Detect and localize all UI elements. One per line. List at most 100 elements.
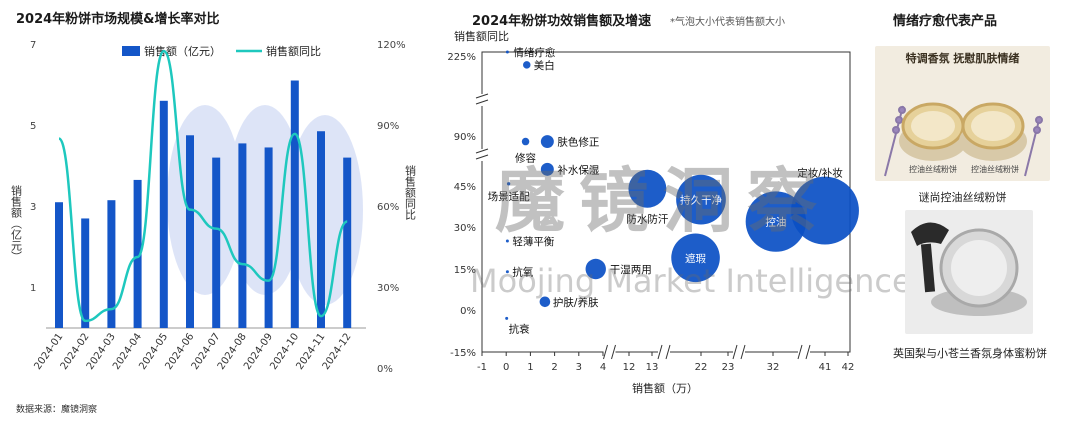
x-tick-label: 3	[576, 362, 582, 373]
bubble-修容	[521, 137, 530, 146]
bubble-防水防汗	[628, 169, 667, 208]
bubble-label: 美白	[534, 59, 555, 72]
bubble-x-title: 销售额（万）	[632, 381, 698, 395]
bubble-label: 肤色修正	[557, 136, 599, 149]
bar-2024-11	[317, 131, 325, 328]
bubble-label: 抗氧	[512, 266, 533, 279]
x-break-mark	[611, 344, 616, 360]
y-tick-label: 0%	[460, 306, 476, 317]
bubble-label: 定妆/补妆	[797, 167, 843, 180]
x-tick-label: 22	[695, 362, 708, 373]
x-tick-label: 1	[527, 362, 533, 373]
x-tick-label: 32	[767, 362, 780, 373]
bubble-label: 控油	[765, 216, 786, 229]
brush-icon	[911, 222, 949, 293]
bubble-label: 场景适配	[488, 190, 530, 203]
right-tick: 0%	[377, 364, 393, 375]
powder-case-icon	[931, 228, 1027, 316]
product-banner: 特调香氛 抚慰肌肤情绪	[905, 52, 1020, 65]
bubble-美白	[523, 61, 531, 69]
y-tick-label: 90%	[454, 132, 476, 143]
bar-2024-08	[238, 143, 247, 328]
product-label-2: 控油丝绒粉饼	[971, 165, 1019, 174]
legend-bar-label: 销售额（亿元）	[144, 44, 221, 58]
bar-2024-12	[343, 157, 352, 328]
bubble-label: 情绪疗愈	[513, 46, 555, 59]
x-tick-label: 2	[551, 362, 557, 373]
y-tick-label: 30%	[454, 223, 476, 234]
x-tick-label: -1	[477, 362, 487, 373]
bubble-label: 修容	[515, 152, 536, 165]
x-break-mark	[657, 344, 663, 360]
y-break-mark	[475, 93, 489, 99]
x-tick-label: 42	[842, 362, 855, 373]
bubble-label: 轻薄平衡	[512, 235, 554, 248]
bubble-情绪疗愈	[505, 50, 509, 54]
bar-2024-02	[81, 218, 90, 328]
right-tick: 30%	[377, 283, 399, 294]
compact-icon	[899, 102, 1027, 161]
y-break-mark	[475, 99, 489, 105]
bubble-干湿两用	[585, 258, 606, 280]
bubble-chart: 销售额同比 销售额（万） 225%90%45%30%15%0%-15%-1 0 1 2…	[447, 29, 859, 395]
bubble-抗衰	[505, 316, 509, 320]
bar-2024-04	[133, 179, 142, 328]
y-tick-label: 225%	[447, 52, 476, 63]
right-tick: 120%	[377, 40, 406, 51]
x-tick-label: 23	[722, 362, 735, 373]
right-y-title: 销售额同比	[404, 164, 417, 220]
yoy-line	[57, 49, 348, 323]
product-image-2	[905, 210, 1033, 334]
product-caption-2: 英国梨与小苍兰香氛身体蜜粉饼	[893, 347, 1047, 360]
x-break-mark	[797, 344, 803, 360]
bubble-遮瑕	[671, 233, 720, 283]
bar-2024-03	[107, 200, 116, 328]
bubble-size-note: *气泡大小代表销售额大小	[670, 17, 785, 28]
bubble-label: 干湿两用	[610, 264, 652, 276]
left-tick: 5	[30, 121, 36, 132]
bubble-label: 防水防汗	[626, 213, 668, 226]
bubble-轻薄平衡	[505, 239, 509, 243]
left-y-title: 销售额（亿元）	[10, 184, 23, 262]
x-break-mark	[665, 344, 671, 360]
bubble-抗氧	[505, 270, 509, 274]
right-tick: 60%	[377, 202, 399, 213]
data-source: 数据来源：魔镜洞察	[16, 405, 98, 415]
right-tick: 90%	[377, 121, 399, 132]
bubble-chart-title: 2024年粉饼功效销售额及增速	[472, 14, 652, 29]
x-break-mark	[805, 344, 811, 360]
left-tick: 7	[30, 40, 36, 51]
x-tick-label: 0	[503, 362, 509, 373]
bar-2024-09	[264, 147, 273, 328]
x-break-mark	[732, 344, 738, 360]
bar-2024-05	[159, 100, 168, 328]
bubble-定妆/补妆	[791, 176, 859, 245]
y-tick-label: -15%	[450, 348, 476, 359]
bubble-label: 持久干净	[680, 194, 722, 207]
x-tick-label: 12	[623, 362, 636, 373]
x-tick-label: 41	[819, 362, 832, 373]
left-chart-title: 2024年粉饼市场规模&增长率对比	[16, 12, 220, 27]
bubble-label: 抗衰	[509, 322, 530, 335]
x-break-mark	[603, 344, 608, 360]
y-break-mark	[475, 148, 489, 154]
bar-2024-10	[290, 80, 299, 328]
bubble-控油	[745, 191, 807, 252]
lavender-icon	[884, 105, 1043, 177]
x-break-mark	[740, 344, 746, 360]
product-caption-1: 谜尚控油丝绒粉饼	[918, 191, 1007, 204]
legend-line-label: 销售额同比	[266, 44, 321, 58]
x-tick-label: 13	[646, 362, 659, 373]
y-tick-label: 15%	[454, 265, 476, 276]
product-image-1: 特调香氛 抚慰肌肤情绪 控油丝绒粉饼 控油丝绒粉饼	[875, 46, 1050, 181]
x-tick-label: 4	[600, 362, 606, 373]
bubble-补水保湿	[540, 162, 554, 176]
bubble-label: 护肤/养肤	[553, 296, 599, 309]
left-tick: 1	[30, 283, 36, 294]
y-break-mark	[475, 154, 489, 160]
bar-2024-01	[55, 202, 63, 328]
bubble-持久干净	[676, 174, 726, 225]
product-label-1: 控油丝绒粉饼	[909, 165, 957, 174]
bubble-y-title: 销售额同比	[454, 29, 509, 43]
left-tick: 3	[30, 202, 36, 213]
